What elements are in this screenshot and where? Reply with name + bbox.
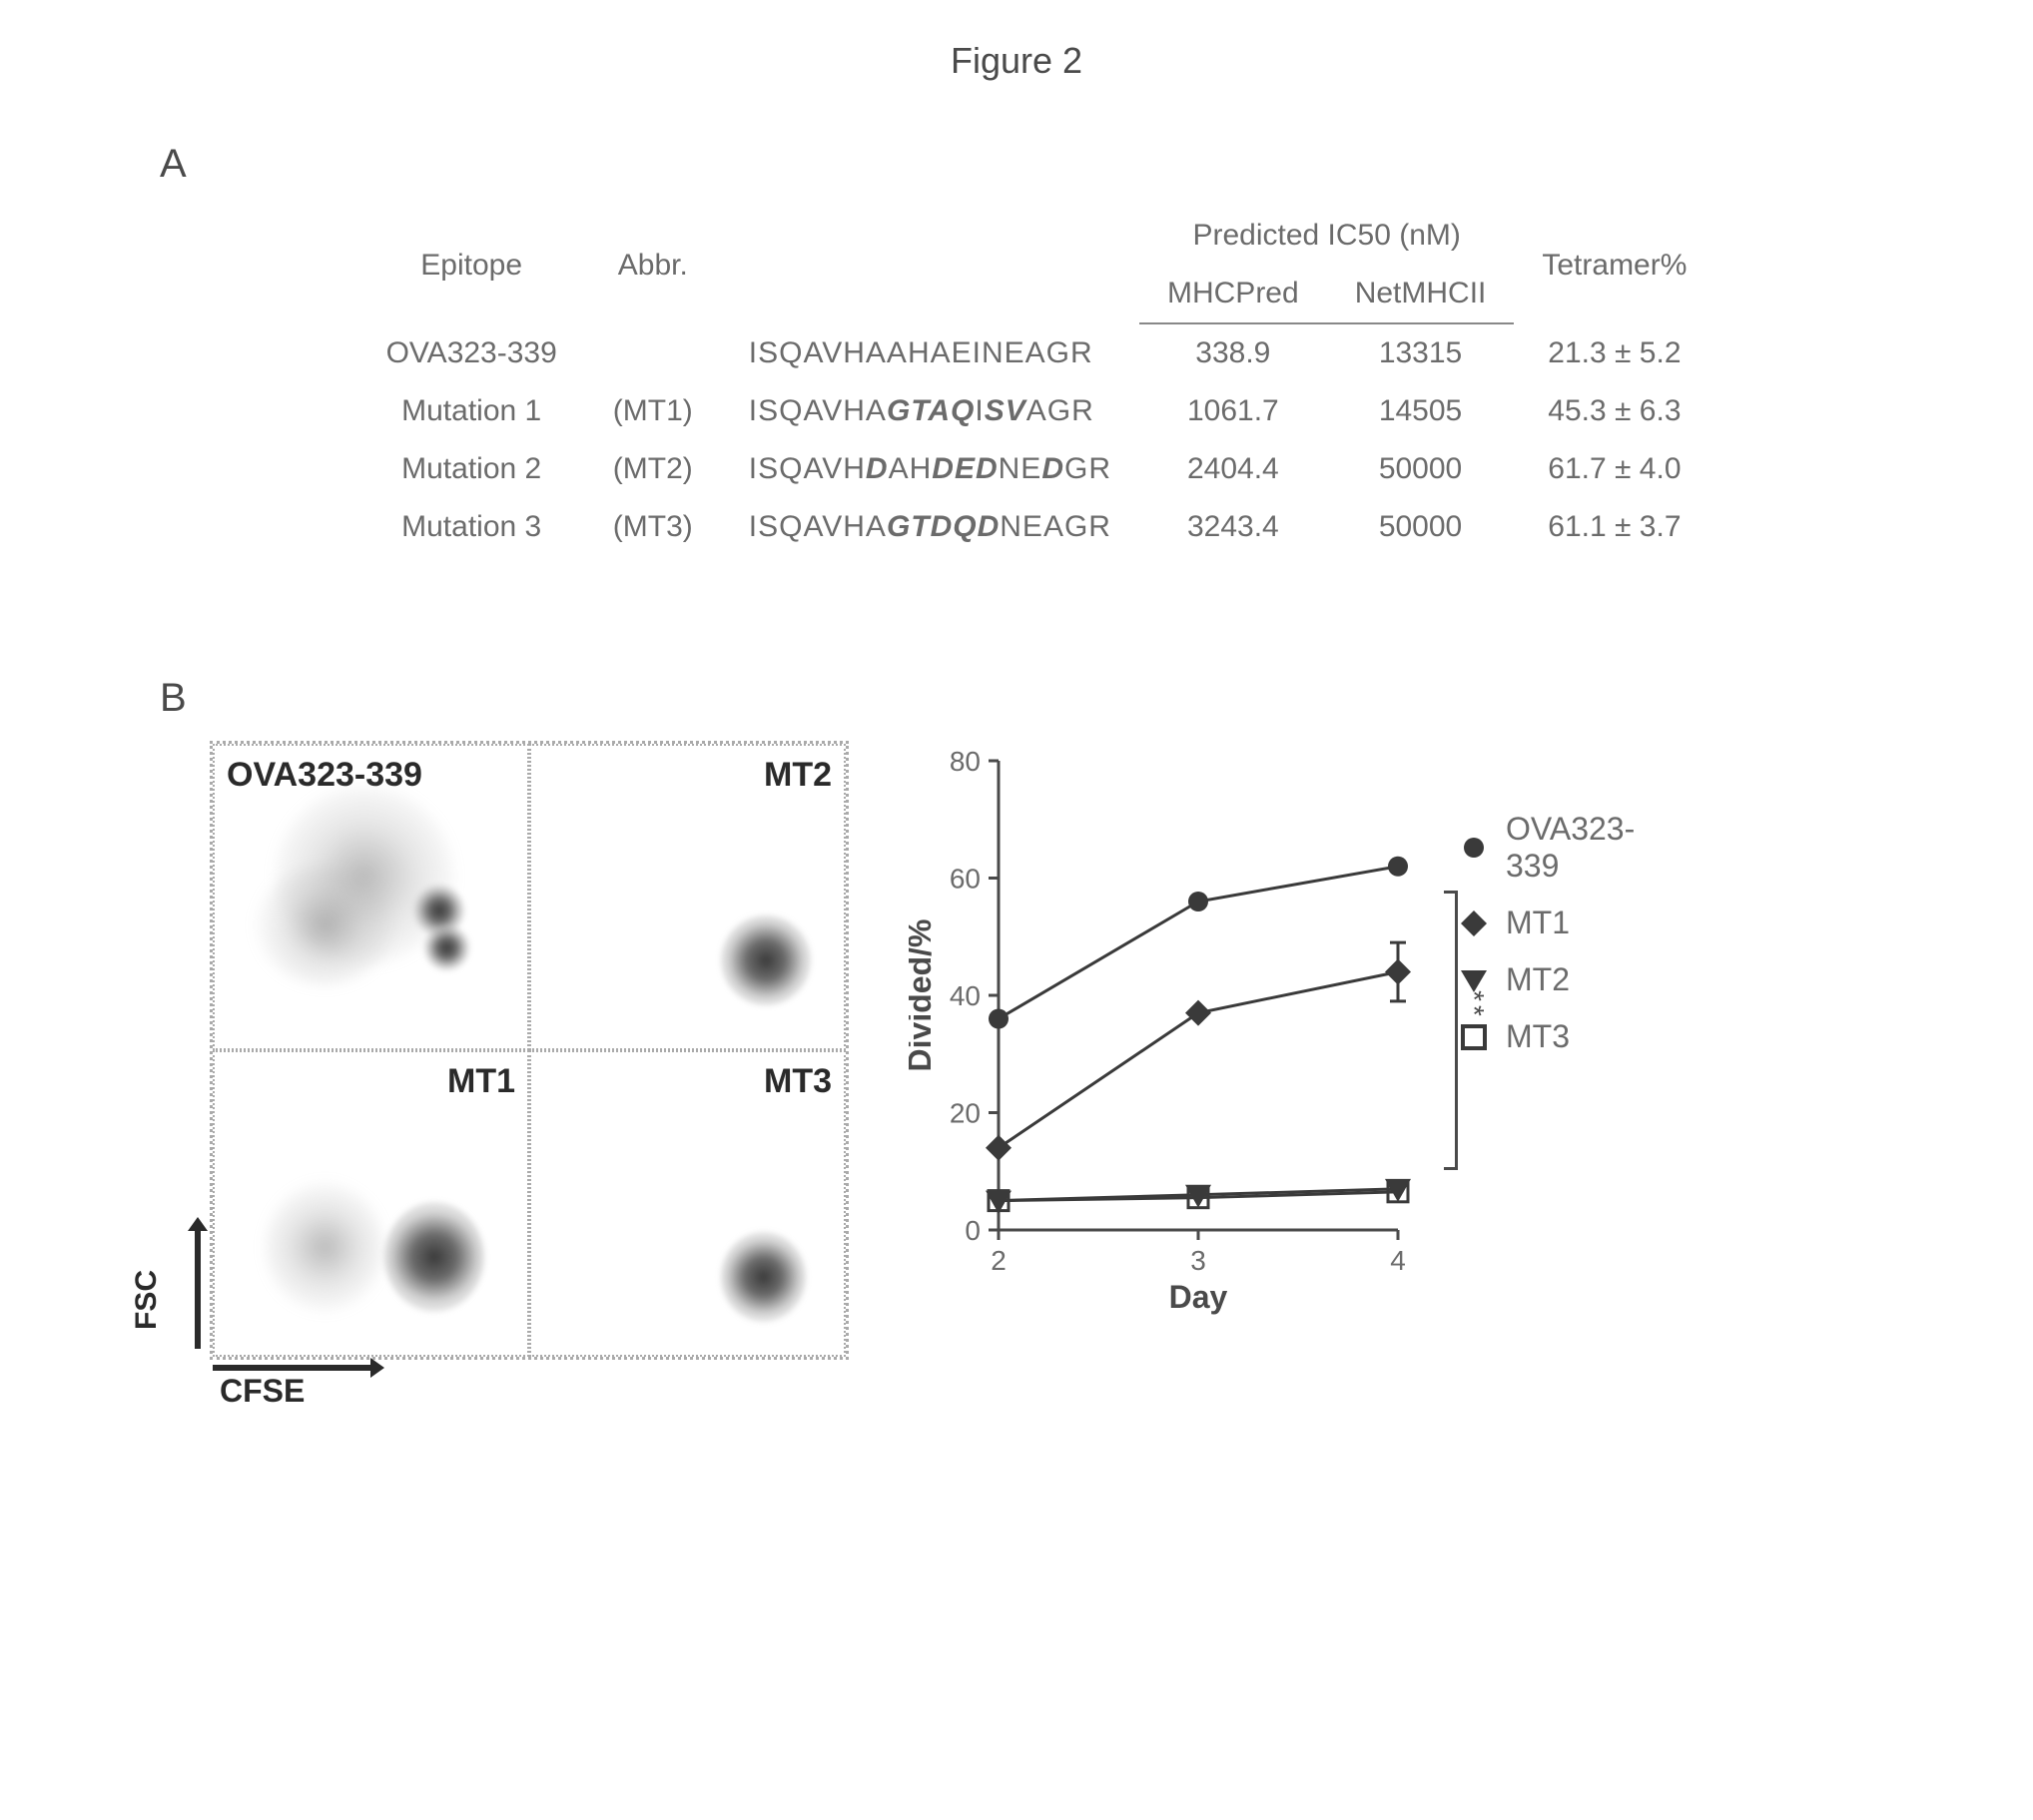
legend-marker-icon [1458,1021,1490,1053]
svg-text:4: 4 [1390,1245,1406,1276]
col-ic50-group: Predicted IC50 (nM) [1139,207,1514,265]
flow-cell-mt3: MT3 [529,1050,846,1357]
col-abbr: Abbr. [585,207,721,323]
cell-mhcpred: 1061.7 [1139,382,1327,440]
legend-item: MT2 [1458,961,1635,998]
flow-label: MT3 [764,1062,832,1101]
svg-text:3: 3 [1190,1245,1206,1276]
cell-epitope: Mutation 1 [358,382,585,440]
cell-sequence: ISQAVHDAHDEDNEDGR [721,440,1139,498]
cell-sequence: ISQAVHAAHAEINEAGR [721,323,1139,382]
cell-tetramer: 45.3 ± 6.3 [1514,382,1714,440]
flow-cell-ova: OVA323-339 [213,744,529,1050]
table-row: OVA323-339 ISQAVHAAHAEINEAGR338.91331521.… [358,323,1715,382]
cell-tetramer: 21.3 ± 5.2 [1514,323,1714,382]
cell-sequence: ISQAVHAGTDQDNEAGR [721,498,1139,556]
flow-label: MT2 [764,756,832,795]
line-chart: 020406080234DayDivided/% ** OVA323-339MT… [909,741,1428,1320]
col-seq [721,207,1139,323]
table-row: Mutation 1(MT1)ISQAVHAGTAQISVAGR1061.714… [358,382,1715,440]
legend-marker-icon [1458,964,1490,996]
col-tetramer: Tetramer% [1514,207,1714,323]
cell-netmhcii: 50000 [1327,440,1515,498]
cell-mhcpred: 3243.4 [1139,498,1327,556]
legend-item: OVA323-339 [1458,811,1635,885]
significance-bracket [1444,891,1458,1170]
legend-label: MT2 [1506,961,1570,998]
cell-netmhcii: 50000 [1327,498,1515,556]
figure-title: Figure 2 [120,40,1913,82]
table-row: Mutation 3(MT3)ISQAVHAGTDQDNEAGR3243.450… [358,498,1715,556]
cfse-axis-label: CFSE [220,1373,305,1410]
table-body: OVA323-339 ISQAVHAAHAEINEAGR338.91331521.… [358,323,1715,556]
svg-text:2: 2 [991,1245,1007,1276]
svg-text:80: 80 [950,746,981,777]
col-mhcpred: MHCPred [1139,265,1327,323]
chart-legend: OVA323-339 MT1 MT2 MT3 [1458,811,1635,1075]
chart-svg: 0 20 40 60 80 2 3 4 Day Divided/% [909,741,1428,1320]
col-epitope: Epitope [358,207,585,323]
panel-a-label: A [160,142,1913,187]
col-netmhcii: NetMHCII [1327,265,1515,323]
flow-cytometry-panels: OVA323-339 MT2 MT1 [210,741,849,1360]
legend-label: MT3 [1506,1018,1570,1055]
table-row: Mutation 2(MT2)ISQAVHDAHDEDNEDGR2404.450… [358,440,1715,498]
cell-epitope: Mutation 3 [358,498,585,556]
flow-label: MT1 [447,1062,515,1101]
svg-text:20: 20 [950,1098,981,1129]
svg-text:60: 60 [950,864,981,895]
cell-mhcpred: 2404.4 [1139,440,1327,498]
cell-epitope: OVA323-339 [358,323,585,382]
fsc-axis-arrow [195,1229,201,1349]
panel-b: B OVA323-339 MT2 MT1 [160,676,1913,1360]
panel-a: A Epitope Abbr. Predicted IC50 (nM) Tetr… [160,142,1913,556]
cell-netmhcii: 13315 [1327,323,1515,382]
svg-text:40: 40 [950,980,981,1011]
svg-text:0: 0 [965,1215,981,1246]
flow-cell-mt2: MT2 [529,744,846,1050]
legend-item: MT3 [1458,1018,1635,1055]
cfse-axis-arrow [213,1365,372,1371]
cell-sequence: ISQAVHAGTAQISVAGR [721,382,1139,440]
cell-netmhcii: 14505 [1327,382,1515,440]
legend-label: MT1 [1506,905,1570,941]
flow-label: OVA323-339 [227,756,422,795]
flow-cell-mt1: MT1 [213,1050,529,1357]
legend-marker-icon [1458,832,1490,864]
cell-mhcpred: 338.9 [1139,323,1327,382]
cell-tetramer: 61.7 ± 4.0 [1514,440,1714,498]
svg-text:Divided/%: Divided/% [909,919,938,1072]
cell-tetramer: 61.1 ± 3.7 [1514,498,1714,556]
fsc-axis-label: FSC [130,1270,164,1330]
cell-abbr: (MT1) [585,382,721,440]
legend-marker-icon [1458,908,1490,939]
cell-abbr: (MT2) [585,440,721,498]
cell-epitope: Mutation 2 [358,440,585,498]
cell-abbr: (MT3) [585,498,721,556]
legend-item: MT1 [1458,905,1635,941]
cell-abbr [585,323,721,382]
legend-label: OVA323-339 [1506,811,1635,885]
svg-text:Day: Day [1169,1279,1228,1315]
panel-b-label: B [160,676,1913,721]
epitope-table: Epitope Abbr. Predicted IC50 (nM) Tetram… [358,207,1715,556]
